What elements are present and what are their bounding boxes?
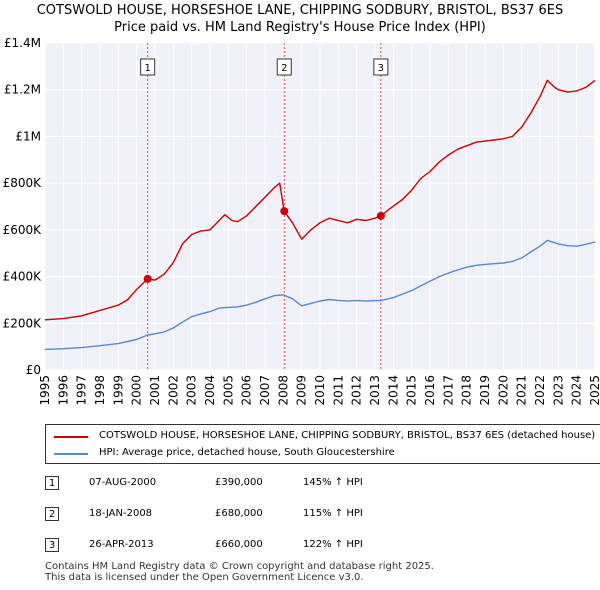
transaction-badge: 1 [45,476,59,490]
y-tick-label: £1.2M [4,83,41,97]
transaction-date: 07-AUG-2000 [89,477,157,488]
transaction-date: 18-JAN-2008 [89,508,153,519]
transaction-marker-box [373,58,389,76]
x-tick-label: 2017 [441,375,455,406]
transaction-marker-label: 2 [281,63,287,74]
y-tick-label: £800K [3,176,43,190]
x-tick-label: 2014 [386,375,400,406]
x-tick-label: 2013 [368,375,382,406]
x-tick-label: 2002 [166,375,180,406]
y-tick-label: £1.4M [4,36,41,50]
x-tick-label: 2003 [185,375,199,406]
legend-label-hpi: HPI: Average price, detached house, Sout… [99,447,395,458]
chart-subtitle: Price paid vs. HM Land Registry's House … [114,20,486,35]
x-tick-label: 2011 [331,375,345,406]
transaction-badge: 3 [45,538,59,552]
transaction-badge: 2 [45,507,59,521]
transaction-hpi: 122% ↑ HPI [303,539,363,550]
x-tick-label: 2004 [203,375,217,406]
x-tick-label: 1997 [75,375,89,406]
transaction-point [280,207,289,216]
transaction-price: £680,000 [215,508,263,519]
footer-copyright: Contains HM Land Registry data © Crown c… [45,561,434,572]
x-tick-label: 2012 [350,375,364,406]
y-tick-label: £0 [26,363,41,377]
x-tick-label: 2010 [313,375,327,406]
x-tick-label: 2005 [221,375,235,406]
price-chart: £0 £200K £400K £600K £800K £1M £1.2M £1.4M 1995 1… [3,36,600,406]
y-tick-label: £400K [3,270,43,284]
y-tick-label: £200K [3,316,43,330]
footer-licence: This data is licensed under the Open Gov… [45,572,364,583]
x-tick-label: 1998 [93,375,107,406]
x-tick-label: 2025 [588,375,600,406]
x-tick-label: 1999 [111,375,125,406]
legend-swatch-hpi [54,453,88,455]
x-tick-label: 2007 [258,375,272,406]
y-tick-label: £1M [15,129,41,143]
x-tick-label: 2019 [478,375,492,406]
transaction-point [143,274,152,283]
x-tick-label: 2015 [405,375,419,406]
x-tick-label: 2024 [570,375,584,406]
x-tick-label: 2018 [460,375,474,406]
transaction-point [376,211,385,220]
legend-label-property: COTSWOLD HOUSE, HORSESHOE LANE, CHIPPING… [99,430,596,441]
series-line-property [44,79,596,321]
x-tick-label: 1996 [56,375,70,406]
legend-swatch-property [54,436,88,438]
x-tick-label: 1995 [38,375,52,406]
legend: COTSWOLD HOUSE, HORSESHOE LANE, CHIPPING… [45,424,600,464]
transaction-marker-box [276,58,292,76]
x-tick-label: 2001 [148,375,162,406]
transaction-marker-label: 1 [144,63,150,74]
chart-title: COTSWOLD HOUSE, HORSESHOE LANE, CHIPPING… [36,3,564,18]
y-tick-label: £600K [3,223,43,237]
footer: Contains HM Land Registry data © Crown c… [45,561,434,583]
x-tick-label: 2023 [551,375,565,406]
x-tick-label: 2020 [496,375,510,406]
series-line-hpi [44,239,596,351]
x-tick-label: 2006 [240,375,254,406]
transaction-price: £660,000 [215,539,263,550]
transaction-marker-label: 3 [378,63,384,74]
x-tick-label: 2000 [130,375,144,406]
x-tick-label: 2008 [276,375,290,406]
transaction-hpi: 115% ↑ HPI [303,508,363,519]
transaction-hpi: 145% ↑ HPI [303,477,363,488]
transaction-date: 26-APR-2013 [89,539,154,550]
x-tick-label: 2016 [423,375,437,406]
x-tick-label: 2009 [295,375,309,406]
transaction-price: £390,000 [215,477,263,488]
transaction-marker-box [140,58,156,76]
x-tick-label: 2022 [533,375,547,406]
x-tick-label: 2021 [515,375,529,406]
